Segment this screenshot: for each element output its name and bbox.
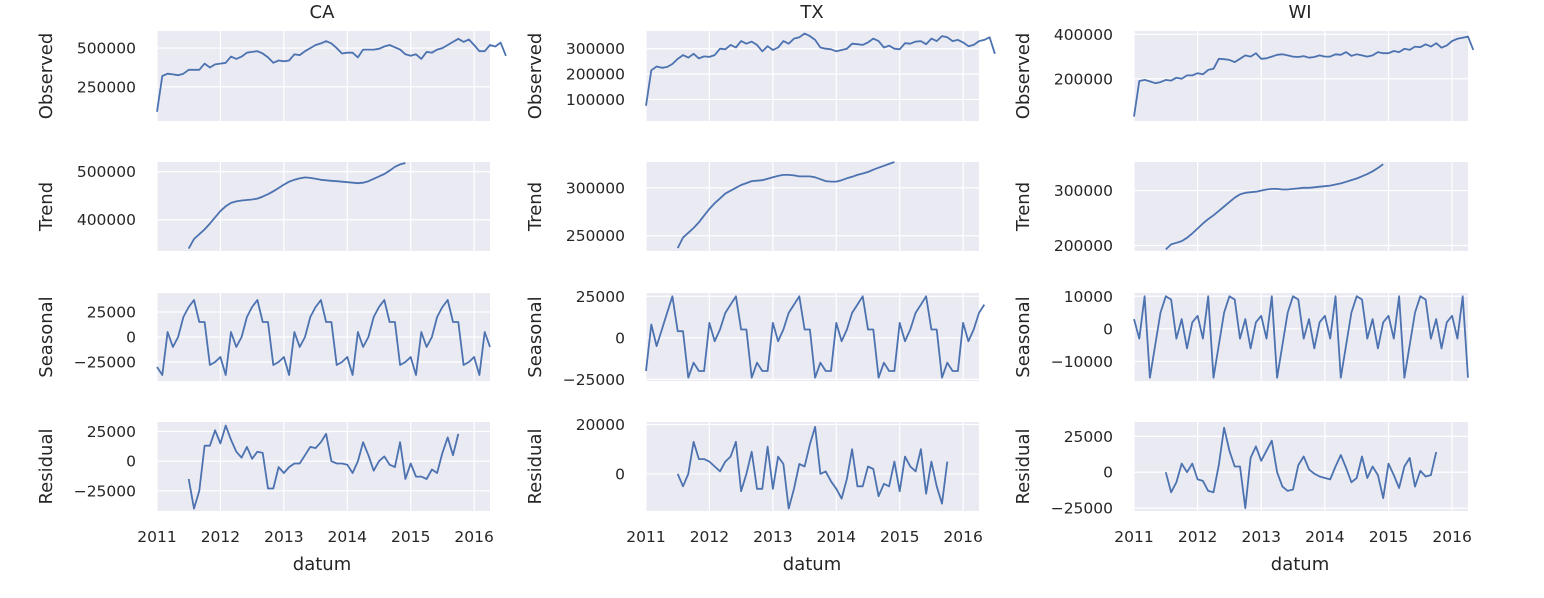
y-axis-label-wi-seasonal: Seasonal (1013, 296, 1034, 377)
y-tick-label-wi-trend-0: 200000 (1054, 237, 1113, 255)
y-tick-label-ca-observed-1: 500000 (77, 40, 136, 58)
y-axis-label-ca-residual: Residual (36, 428, 57, 504)
y-tick-label-ca-trend-0: 400000 (77, 211, 136, 229)
y-tick-label-wi-seasonal-0: −10000 (1051, 353, 1113, 371)
plot-area-tx-seasonal (646, 293, 979, 381)
x-tick-label-ca-2015: 2015 (391, 528, 430, 546)
x-axis-label-wi: datum (1271, 554, 1329, 575)
series-line-tx-observed (645, 32, 996, 106)
chart-title-ca: CA (310, 2, 336, 23)
y-tick-label-tx-observed-2: 300000 (566, 40, 625, 58)
plot-area-ca-residual (157, 422, 490, 511)
x-tick-label-wi-2012: 2012 (1178, 528, 1217, 546)
y-tick-label-wi-seasonal-1: 0 (1103, 320, 1113, 338)
x-tick-label-wi-2014: 2014 (1305, 528, 1344, 546)
chart-title-tx: TX (799, 2, 823, 23)
y-axis-label-ca-seasonal: Seasonal (36, 296, 57, 377)
y-axis-label-ca-trend: Trend (36, 182, 57, 232)
y-axis-label-wi-observed: Observed (1013, 33, 1034, 120)
y-tick-label-ca-residual-2: 25000 (87, 423, 136, 441)
x-tick-label-tx-2014: 2014 (817, 528, 856, 546)
x-tick-label-tx-2013: 2013 (753, 528, 792, 546)
y-tick-label-wi-trend-1: 300000 (1054, 182, 1113, 200)
y-tick-label-ca-residual-0: −25000 (74, 482, 136, 500)
y-tick-label-wi-residual-0: −25000 (1051, 500, 1113, 518)
y-tick-label-wi-seasonal-2: 10000 (1064, 288, 1113, 306)
y-tick-label-ca-seasonal-1: 0 (126, 329, 136, 347)
x-tick-label-wi-2013: 2013 (1242, 528, 1281, 546)
x-tick-label-wi-2015: 2015 (1369, 528, 1408, 546)
x-tick-label-wi-2016: 2016 (1432, 528, 1471, 546)
y-tick-label-tx-seasonal-2: 25000 (576, 288, 625, 306)
y-tick-label-tx-residual-0: 0 (615, 465, 625, 483)
y-tick-label-ca-seasonal-2: 25000 (87, 304, 136, 322)
series-line-wi-residual (1164, 426, 1438, 510)
series-line-ca-observed (156, 37, 507, 112)
x-tick-label-ca-2012: 2012 (201, 528, 240, 546)
y-tick-label-wi-observed-1: 400000 (1054, 26, 1113, 44)
plot-area-tx-observed (646, 31, 979, 121)
x-tick-label-ca-2016: 2016 (454, 528, 493, 546)
y-tick-label-tx-seasonal-0: −25000 (563, 371, 625, 389)
y-tick-label-ca-seasonal-0: −25000 (74, 354, 136, 372)
series-line-tx-seasonal (645, 295, 986, 379)
y-axis-label-tx-observed: Observed (525, 33, 546, 120)
x-tick-label-tx-2016: 2016 (943, 528, 982, 546)
x-tick-label-ca-2011: 2011 (137, 528, 176, 546)
y-tick-label-tx-observed-1: 200000 (566, 66, 625, 84)
x-axis-label-tx: datum (783, 554, 841, 575)
y-tick-label-tx-trend-1: 300000 (566, 179, 625, 197)
y-axis-label-tx-trend: Trend (525, 182, 546, 232)
y-tick-label-tx-seasonal-1: 0 (615, 329, 625, 347)
y-tick-label-ca-trend-1: 500000 (77, 163, 136, 181)
y-tick-label-tx-residual-1: 20000 (576, 416, 625, 434)
plot-area-wi-trend (1134, 162, 1468, 251)
series-line-tx-trend (676, 161, 895, 249)
y-tick-label-wi-residual-1: 0 (1103, 464, 1113, 482)
y-axis-label-tx-residual: Residual (525, 428, 546, 504)
plot-area-wi-observed (1134, 31, 1468, 121)
x-tick-label-tx-2015: 2015 (880, 528, 919, 546)
plot-area-ca-observed (157, 31, 490, 121)
series-line-wi-observed (1133, 35, 1475, 117)
y-tick-label-ca-residual-1: 0 (126, 453, 136, 471)
y-tick-label-ca-observed-0: 250000 (77, 78, 136, 96)
y-tick-label-tx-observed-0: 100000 (566, 91, 625, 109)
series-line-ca-residual (187, 424, 460, 510)
y-axis-label-ca-observed: Observed (36, 33, 57, 120)
series-line-tx-residual (676, 425, 949, 510)
chart-title-wi: WI (1288, 2, 1311, 23)
y-tick-label-wi-residual-2: 25000 (1064, 428, 1113, 446)
series-line-ca-seasonal (156, 299, 491, 376)
series-line-wi-trend (1165, 163, 1384, 251)
y-axis-label-tx-seasonal: Seasonal (525, 296, 546, 377)
series-line-ca-trend (187, 162, 406, 250)
x-tick-label-ca-2014: 2014 (328, 528, 367, 546)
series-line-wi-seasonal (1133, 295, 1469, 379)
y-tick-label-wi-observed-0: 200000 (1054, 70, 1113, 88)
y-tick-label-tx-trend-0: 250000 (566, 227, 625, 245)
plot-area-tx-trend (646, 162, 979, 251)
y-axis-label-wi-trend: Trend (1013, 182, 1034, 232)
x-tick-label-tx-2012: 2012 (690, 528, 729, 546)
x-axis-label-ca: datum (293, 554, 351, 575)
x-tick-label-tx-2011: 2011 (626, 528, 665, 546)
x-tick-label-ca-2013: 2013 (264, 528, 303, 546)
y-axis-label-wi-residual: Residual (1013, 428, 1034, 504)
x-tick-label-wi-2011: 2011 (1114, 528, 1153, 546)
plot-area-ca-trend (157, 162, 490, 251)
